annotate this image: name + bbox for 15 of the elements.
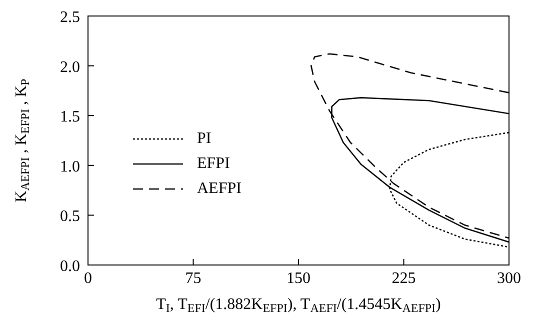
y-tick-label: 1.5 <box>60 108 80 126</box>
x-tick-label: 150 <box>286 270 310 287</box>
legend-label: EFPI <box>197 154 230 172</box>
legend-label: AEFPI <box>197 180 242 198</box>
y-tick-label: 0.0 <box>60 258 80 275</box>
x-tick-label: 225 <box>392 270 416 287</box>
legend-label: PI <box>197 130 212 148</box>
y-tick-label: 2.0 <box>60 58 80 76</box>
x-tick-label: 300 <box>497 270 521 287</box>
x-tick-label: 0 <box>84 270 92 287</box>
y-tick-label: 2.5 <box>60 9 80 26</box>
y-tick-label: 1.0 <box>60 158 80 176</box>
text: T$_{I}$, T$_{EFI}$/(1.882K$_{EFPI}$), T$_{AEFI}$/(1.4545K$_{AEFPI}$) <box>156 296 441 315</box>
x-tick-label: 75 <box>185 270 202 287</box>
y-tick-label: 0.5 <box>60 208 80 226</box>
